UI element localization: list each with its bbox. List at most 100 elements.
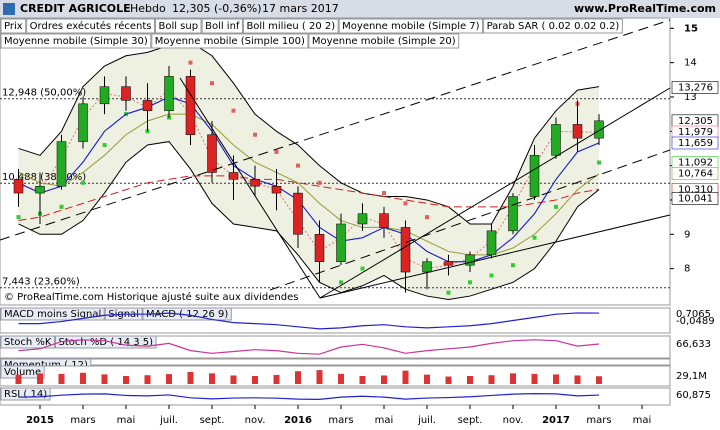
volume-bar (338, 373, 344, 384)
x-tick-label: mars (586, 415, 611, 426)
site: www.ProRealTime.com (574, 2, 716, 15)
y-tick-label: 9 (684, 229, 690, 240)
sar-dot (188, 60, 193, 65)
trend-line (269, 149, 671, 291)
x-tick-label: mars (70, 415, 95, 426)
indicator-line (18, 89, 600, 270)
price-tag-label: 12,305 (678, 116, 713, 127)
candle-body (78, 103, 88, 142)
sar-dot (360, 266, 365, 271)
candle-body (400, 227, 411, 273)
sar-dot (59, 204, 64, 209)
candle-body (486, 230, 497, 256)
toolbar-item: Boll sup (158, 21, 198, 32)
panel-label: Stoch %K (4, 337, 52, 348)
volume-bar (553, 374, 559, 384)
sar-dot (231, 108, 236, 113)
y-tick-label: 8 (684, 264, 690, 275)
sar-dot (425, 215, 429, 220)
candle-body (207, 134, 217, 173)
candle-body (56, 141, 67, 187)
toolbar-item: Moyenne mobile (Simple 30) (4, 36, 148, 47)
volume-bar (445, 376, 452, 384)
y-tick-label: 13 (684, 92, 697, 103)
volume-bar (209, 373, 215, 384)
candle-body (185, 76, 196, 135)
quote: 12,305 (-0,36%) (172, 2, 261, 15)
candle-body (529, 155, 540, 197)
toolbar-item: Boll inf (205, 21, 240, 32)
indicator-line (18, 41, 600, 225)
trend-line (179, 77, 321, 299)
x-tick-label: mai (117, 415, 136, 426)
symbol: CREDIT AGRICOLE (20, 2, 131, 15)
volume-bar (230, 375, 237, 384)
price-tag (671, 81, 719, 94)
x-tick-label: 2015 (26, 415, 54, 426)
volume-bar (402, 370, 409, 384)
indicator-panel (0, 358, 671, 366)
volume-bar (574, 375, 581, 384)
volume-bar (424, 374, 430, 384)
volume-bar (101, 374, 108, 384)
toolbar-box (242, 18, 339, 34)
toolbar-box (483, 18, 623, 34)
candle-body (594, 120, 604, 139)
sar-dot (597, 160, 601, 165)
panel-label: MACD moins Signal (4, 309, 101, 320)
indicator-line (18, 175, 600, 222)
toolbar-item: Boll milieu ( 20 2) (246, 21, 335, 32)
x-tick-label: mai (633, 415, 652, 426)
indicator-panel (0, 365, 671, 387)
bollinger-fill (18, 42, 599, 300)
candle-body (293, 192, 303, 235)
x-tick-label: nov. (245, 415, 266, 426)
candle-body (35, 185, 45, 194)
sar-dot (317, 180, 322, 185)
x-tick-label: 2017 (542, 415, 570, 426)
candle-body (121, 86, 131, 101)
panel-label-box (0, 335, 55, 349)
volume-bar (531, 373, 538, 384)
toolbar-box (0, 33, 152, 49)
candle-body (336, 223, 346, 262)
indicator-line (18, 96, 600, 263)
price-tag-label: 11,092 (678, 157, 713, 168)
volume-bar (37, 373, 43, 384)
price-tag-label: 10,310 (678, 184, 713, 195)
sar-dot (511, 263, 515, 268)
toolbar-item: Parab SAR ( 0.02 0.02 0.2) (487, 21, 620, 32)
sar-dot (274, 149, 279, 154)
x-tick-label: nov. (503, 415, 524, 426)
sar-dot (382, 191, 386, 196)
volume-bar (510, 373, 516, 384)
panel-line (18, 339, 600, 355)
trend-lines (0, 19, 671, 299)
price-tag (671, 167, 719, 181)
candle-body (250, 179, 260, 187)
x-tick-label: mai (375, 415, 394, 426)
panel-value-label: 0,7065 (676, 309, 711, 320)
panel-line (18, 393, 600, 400)
price-tag (671, 136, 719, 150)
volume-bar (80, 372, 86, 384)
candle-body (164, 76, 174, 111)
toolbar-item: Prix (4, 21, 23, 32)
footnote: © ProRealTime.com Historique ajusté suit… (4, 291, 298, 303)
indicator-panel (0, 387, 671, 406)
toolbar-box (26, 18, 155, 34)
panel-label-box (0, 365, 45, 379)
volume-bar (488, 375, 495, 384)
candle-body (271, 185, 282, 194)
trend-line (0, 19, 671, 241)
price-tag-label: 10,764 (678, 169, 713, 180)
toolbar-item: Moyenne mobile (Simple 100) (155, 36, 305, 47)
candle-body (99, 86, 110, 105)
trend-line (319, 87, 671, 299)
volume-bar (15, 374, 22, 384)
toolbar-box (0, 18, 27, 34)
fib-label: 12,948 (50,00%) (2, 88, 86, 99)
panel-value-label: 29,1M (676, 371, 707, 382)
toolbar-box (154, 18, 202, 34)
